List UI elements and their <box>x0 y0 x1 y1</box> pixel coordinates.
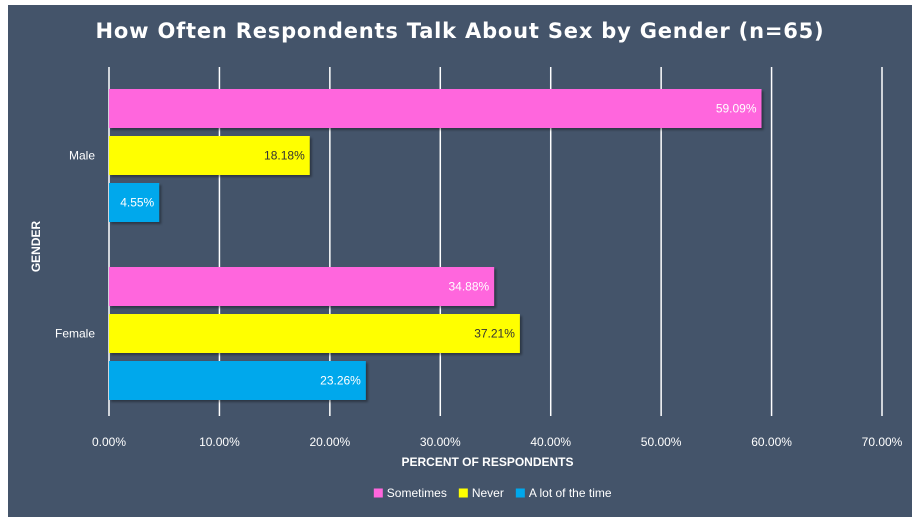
data-label-male-never: 18.18% <box>264 149 305 163</box>
x-tick-label-5: 50.00% <box>641 435 682 449</box>
bar-male-a-lot-of-the-time <box>109 183 160 222</box>
bar-female-sometimes <box>109 267 495 306</box>
legend-swatch-sometimes <box>373 488 383 498</box>
bar-chart: 0.00% 10.00% 20.00% 30.00% 40.00% 50.00% 60.00… <box>29 67 903 500</box>
legend-label-sometimes: Sometimes <box>387 486 447 500</box>
legend-swatch-a-lot-of-the-time <box>515 488 525 498</box>
x-tick-label-3: 30.00% <box>420 435 461 449</box>
y-tick-label-male: Male <box>69 149 95 163</box>
y-tick-label-female: Female <box>55 327 95 341</box>
x-axis-title: PERCENT OF RESPONDENTS <box>401 455 573 469</box>
chart-panel: How Often Respondents Talk About Sex by … <box>8 5 912 517</box>
bar-female-never <box>109 314 520 353</box>
bar-female-a-lot-of-the-time <box>109 361 366 400</box>
data-label-female-sometimes: 34.88% <box>448 280 489 294</box>
x-tick-label-2: 20.00% <box>310 435 351 449</box>
legend-swatch-never <box>458 488 468 498</box>
data-label-male-a-lot-of-the-time: 4.55% <box>120 196 154 210</box>
x-tick-label-4: 40.00% <box>530 435 571 449</box>
legend-label-never: Never <box>472 486 504 500</box>
x-tick-label-7: 70.00% <box>862 435 903 449</box>
x-tick-label-1: 10.00% <box>199 435 240 449</box>
data-label-male-sometimes: 59.09% <box>716 102 757 116</box>
chart-title: How Often Respondents Talk About Sex by … <box>95 19 825 43</box>
bar-male-sometimes <box>109 89 762 128</box>
data-label-female-a-lot-of-the-time: 23.26% <box>320 374 361 388</box>
bar-male-never <box>109 136 310 175</box>
x-tick-label-0: 0.00% <box>92 435 126 449</box>
y-axis-title: GENDER <box>29 220 43 272</box>
data-label-female-never: 37.21% <box>474 327 515 341</box>
legend-label-a-lot-of-the-time: A lot of the time <box>529 486 612 500</box>
x-tick-label-6: 60.00% <box>751 435 792 449</box>
